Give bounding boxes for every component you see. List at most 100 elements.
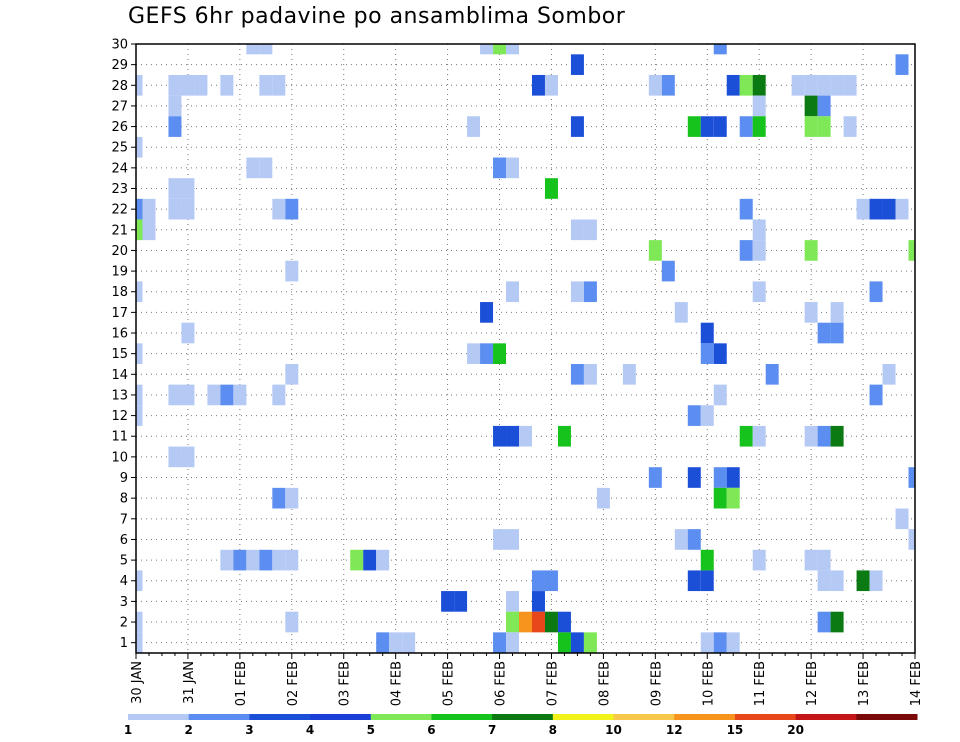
heatmap-cell: [136, 384, 143, 406]
heatmap-cell: [817, 425, 831, 447]
heatmap-cell: [713, 632, 727, 653]
heatmap-cell: [168, 384, 182, 406]
heatmap-cell: [687, 116, 701, 137]
heatmap-cell: [804, 425, 818, 447]
heatmap-cell: [363, 549, 377, 571]
y-tick-label: 28: [111, 79, 128, 94]
x-tick-label: 09 FEB: [649, 661, 664, 706]
x-tick-label: 07 FEB: [545, 661, 560, 706]
x-tick-label: 30 JAN: [130, 661, 145, 704]
heatmap-cell: [272, 384, 286, 406]
heatmap-cell: [570, 116, 584, 137]
y-tick-label: 21: [111, 223, 128, 238]
colorbar-segment: [795, 714, 857, 720]
heatmap-cell: [713, 44, 727, 55]
heatmap-cell: [181, 446, 195, 468]
heatmap-cell: [570, 219, 584, 241]
heatmap-cell: [869, 198, 883, 220]
x-tick-label: 02 FEB: [286, 661, 301, 706]
x-tick-label: 08 FEB: [597, 661, 612, 706]
heatmap-cell: [181, 384, 195, 406]
y-tick-label: 8: [120, 492, 128, 507]
colorbar-label: 1: [124, 723, 132, 737]
heatmap-cell: [467, 116, 481, 137]
heatmap-cell: [246, 157, 260, 179]
heatmap-cell: [272, 74, 286, 96]
heatmap-cell: [856, 570, 870, 592]
heatmap-cell: [713, 343, 727, 364]
x-tick-label: 14 FEB: [909, 661, 924, 706]
heatmap-cell: [544, 611, 558, 633]
colorbar-segment: [552, 714, 615, 720]
heatmap-cell: [142, 198, 156, 220]
y-tick-label: 16: [111, 327, 128, 342]
heatmap-cell: [506, 611, 520, 633]
heatmap-cell: [272, 487, 286, 509]
x-tick-label: 10 FEB: [701, 661, 716, 706]
heatmap-cell: [700, 322, 714, 344]
heatmap-cell: [259, 44, 273, 55]
colorbar-label: 10: [605, 723, 622, 737]
y-tick-label: 12: [111, 409, 128, 424]
heatmap-cell: [168, 74, 182, 96]
heatmap-cell: [136, 343, 143, 364]
heatmap-cell: [136, 611, 143, 633]
heatmap-cell: [454, 591, 468, 612]
heatmap-cell: [596, 487, 610, 509]
heatmap-cell: [908, 240, 915, 261]
y-tick-label: 19: [111, 265, 128, 280]
y-tick-label: 11: [111, 430, 128, 445]
heatmap-cell: [700, 343, 714, 364]
colorbar-label: 7: [488, 723, 496, 737]
heatmap-cell: [752, 549, 766, 571]
heatmap-cell: [713, 116, 727, 137]
heatmap-cell: [506, 632, 520, 653]
heatmap-cell: [726, 467, 740, 488]
heatmap-cell: [531, 611, 545, 633]
heatmap-cell: [882, 198, 896, 220]
heatmap-cell: [506, 281, 520, 303]
heatmap-cell: [843, 74, 857, 96]
colorbar-segment: [249, 714, 311, 720]
heatmap-cell: [570, 363, 584, 385]
heatmap-cell: [168, 446, 182, 468]
y-tick-label: 30: [111, 38, 128, 53]
y-tick-label: 7: [120, 512, 128, 527]
heatmap-cell: [376, 632, 390, 653]
heatmap-cell: [830, 611, 844, 633]
y-tick-label: 29: [111, 58, 128, 73]
heatmap-cell: [220, 549, 234, 571]
heatmap-cell: [519, 425, 532, 447]
heatmap-cell: [544, 74, 558, 96]
y-tick-label: 25: [111, 141, 128, 156]
heatmap-cell: [168, 178, 182, 199]
heatmap-cell: [752, 219, 766, 241]
colorbar-label: 6: [427, 723, 435, 737]
heatmap-cell: [493, 425, 507, 447]
heatmap-cell: [765, 363, 779, 385]
heatmap-cell: [713, 467, 727, 488]
colorbar-label: 3: [245, 723, 253, 737]
heatmap-cell: [830, 425, 844, 447]
heatmap-cell: [817, 570, 831, 592]
heatmap-cell: [285, 363, 299, 385]
y-tick-label: 4: [120, 574, 128, 589]
y-tick-label: 9: [120, 471, 128, 486]
heatmap-cell: [661, 260, 675, 282]
heatmap-cell: [207, 384, 221, 406]
heatmap-cell: [804, 95, 818, 117]
colorbar-segment: [734, 714, 797, 720]
colorbar-segment: [310, 714, 372, 720]
heatmap-cell: [895, 54, 909, 75]
y-tick-label: 24: [111, 161, 128, 176]
heatmap-cell: [570, 281, 584, 303]
heatmap-cell: [136, 136, 143, 158]
heatmap-cell: [752, 240, 766, 261]
heatmap-cell: [583, 281, 597, 303]
colorbar-label: 4: [306, 723, 314, 737]
heatmap-cell: [804, 549, 818, 571]
heatmap-cell: [882, 363, 896, 385]
heatmap-cell: [506, 425, 520, 447]
heatmap-cell: [480, 302, 494, 323]
